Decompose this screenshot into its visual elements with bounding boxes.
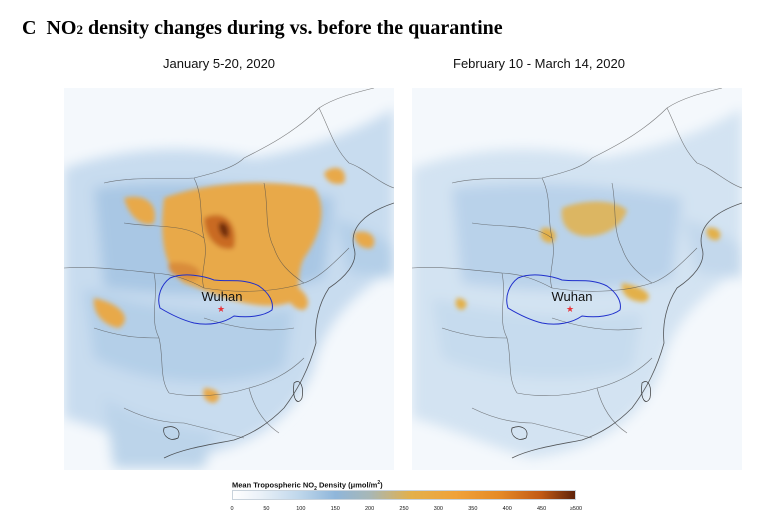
legend-title: Mean Tropospheric NO2 Density (μmol/m2) bbox=[232, 480, 383, 492]
legend-tick-label: 300 bbox=[433, 506, 443, 512]
high-density-regions bbox=[455, 201, 721, 310]
map-before-quarantine: ★ Wuhan bbox=[64, 88, 394, 470]
map-title-before: January 5-20, 2020 bbox=[163, 56, 276, 71]
legend-tick-label: 150 bbox=[330, 506, 340, 512]
legend-tick-label: 50 bbox=[263, 506, 270, 512]
panel-letter: C bbox=[22, 17, 37, 39]
figure-title: C NO2 density changes during vs. before … bbox=[22, 17, 503, 40]
wuhan-star-marker: ★ bbox=[566, 304, 574, 314]
taiwan-outline bbox=[641, 381, 651, 402]
legend-tick-label: ≥500 bbox=[569, 506, 583, 512]
legend-tick-label: 350 bbox=[468, 506, 478, 512]
wuhan-label: Wuhan bbox=[202, 289, 243, 304]
hubei-province-outline bbox=[158, 274, 273, 325]
legend-tick-label: 200 bbox=[365, 506, 375, 512]
title-subscript: 2 bbox=[76, 22, 83, 37]
high-density-regions bbox=[93, 167, 375, 403]
hainan-outline bbox=[163, 426, 180, 440]
map-during-quarantine: ★ Wuhan bbox=[412, 88, 742, 470]
legend-title-pre: Mean Tropospheric NO bbox=[232, 480, 315, 490]
title-pre: NO bbox=[46, 17, 77, 39]
hubei-province-outline bbox=[506, 274, 621, 325]
legend-title-post: ) bbox=[380, 480, 383, 490]
coastline bbox=[163, 202, 394, 459]
legend-tick-label: 450 bbox=[537, 506, 547, 512]
legend-tick-label: 0 bbox=[230, 506, 234, 512]
legend-title-mid: Density (μmol/m bbox=[316, 480, 378, 490]
legend-tick-label: 400 bbox=[502, 506, 512, 512]
coastline bbox=[511, 202, 742, 459]
legend-tick-label: 250 bbox=[399, 506, 409, 512]
provincial-borders bbox=[64, 88, 394, 439]
legend-title-subscript: 2 bbox=[314, 486, 317, 492]
title-post: density changes during vs. before the qu… bbox=[82, 17, 503, 39]
legend-color-bar bbox=[232, 490, 576, 500]
legend-title-superscript: 2 bbox=[377, 480, 381, 486]
map-title-during: February 10 - March 14, 2020 bbox=[453, 56, 625, 71]
taiwan-outline bbox=[293, 381, 303, 402]
legend-tick-label: 100 bbox=[296, 506, 306, 512]
hainan-outline bbox=[511, 426, 528, 440]
wuhan-label: Wuhan bbox=[552, 289, 593, 304]
wuhan-star-marker: ★ bbox=[217, 304, 225, 314]
provincial-borders bbox=[412, 88, 742, 439]
